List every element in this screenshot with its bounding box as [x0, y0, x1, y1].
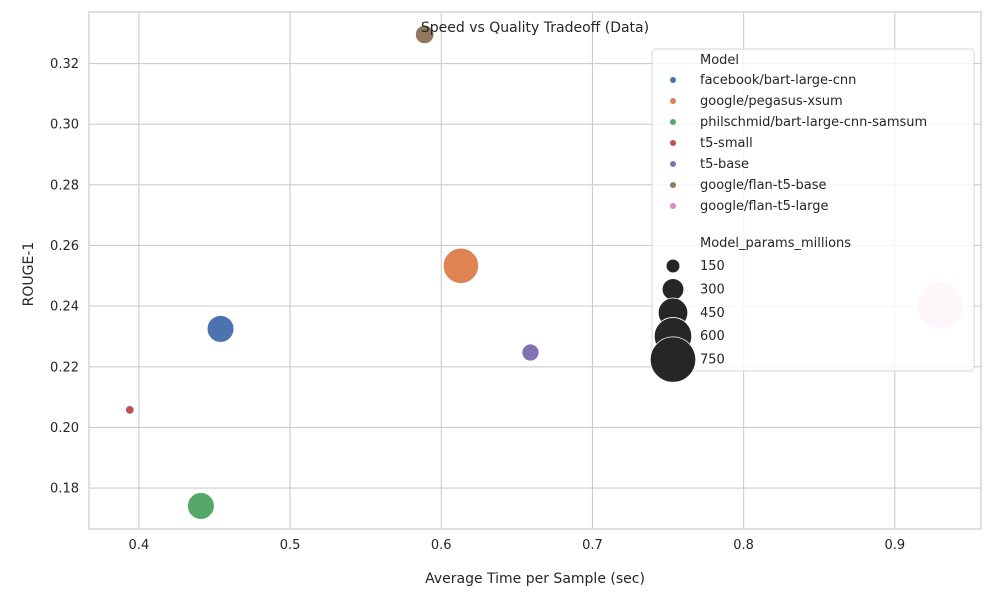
y-tick-label: 0.18: [50, 482, 79, 497]
legend-label-6: google/flan-t5-large: [700, 199, 829, 214]
legend-marker-6: [670, 203, 676, 209]
legend-marker-3: [670, 140, 676, 146]
legend-hue-title: Model: [700, 53, 739, 68]
legend-marker-5: [670, 182, 676, 188]
legend-size-label-2: 450: [700, 306, 725, 321]
legend-size-label-4: 750: [700, 353, 725, 368]
legend-size-label-0: 150: [700, 259, 725, 274]
legend-label-5: google/flan-t5-base: [700, 178, 827, 193]
data-point-2: [186, 491, 216, 521]
chart-title: Speed vs Quality Tradeoff (Data): [421, 20, 649, 36]
x-tick-label: 0.9: [884, 538, 905, 553]
y-tick-label: 0.20: [50, 421, 79, 436]
legend-label-3: t5-small: [700, 136, 753, 151]
legend-label-4: t5-base: [700, 157, 749, 172]
data-point-1: [442, 247, 480, 285]
legend-size-label-1: 300: [700, 282, 725, 297]
legend-label-0: facebook/bart-large-cnn: [700, 73, 856, 88]
legend-size-marker-0: [665, 258, 681, 274]
data-point-5: [414, 24, 435, 45]
data-point-3: [124, 404, 135, 415]
y-tick-label: 0.28: [50, 178, 79, 193]
plot-frame: [88, 11, 982, 530]
legend-marker-4: [670, 161, 676, 167]
y-tick-label: 0.30: [50, 118, 79, 133]
x-tick-label: 0.8: [733, 538, 754, 553]
y-tick-label: 0.22: [50, 360, 79, 375]
data-point-0: [206, 314, 235, 344]
legend-marker-1: [670, 98, 676, 104]
y-tick-label: 0.24: [50, 300, 79, 315]
legend-marker-0: [670, 77, 676, 83]
legend-label-2: philschmid/bart-large-cnn-samsum: [700, 115, 927, 130]
legend-size-marker-4: [649, 336, 697, 383]
legend-box: [651, 48, 975, 372]
legend-size-label-3: 600: [700, 329, 725, 344]
x-tick-label: 0.5: [280, 538, 301, 553]
x-tick-label: 0.7: [582, 538, 603, 553]
legend-marker-2: [670, 119, 676, 125]
y-tick-label: 0.32: [50, 57, 79, 72]
axes: 0.4 0.5 0.6 0.7 0.8 0.9 0.18 0.20 0.22 0.24 0.26 0.…: [50, 57, 905, 553]
legend-size-title: Model_params_millions: [700, 236, 851, 251]
data-point-4: [521, 343, 540, 362]
x-tick-label: 0.4: [129, 538, 150, 553]
x-tick-label: 0.6: [431, 538, 452, 553]
y-axis-label: ROUGE-1: [21, 242, 37, 307]
legend-size-marker-1: [661, 278, 685, 301]
legend-label-1: google/pegasus-xsum: [700, 94, 843, 109]
y-tick-label: 0.26: [50, 239, 79, 254]
legend: Model facebook/bart-large-cnn google/pegas…: [649, 48, 975, 383]
x-axis-label: Average Time per Sample (sec): [425, 571, 645, 587]
